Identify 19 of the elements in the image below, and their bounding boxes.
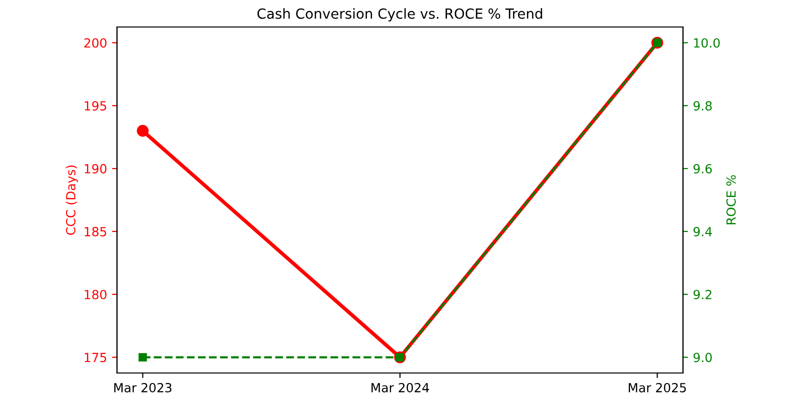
y-tick-label: 180	[84, 290, 106, 300]
y2-tick-label: 9.2	[694, 290, 712, 300]
y2-tick-label: 9.8	[694, 101, 712, 111]
y2-tick-label: 9.6	[694, 164, 712, 174]
y-tick-label: 185	[84, 226, 106, 236]
x-tick-label: Mar 2024	[372, 382, 429, 392]
y-tick-label: 190	[84, 164, 106, 174]
y-tick-label: 195	[84, 101, 106, 111]
y-axis-title: CCC (Days)	[66, 166, 78, 235]
x-tick-label: Mar 2023	[114, 382, 172, 392]
chart-title: Cash Conversion Cycle vs. ROCE % Trend	[257, 8, 542, 22]
x-tick-label: Mar 2025	[628, 382, 686, 392]
y2-axis-title: ROCE %	[726, 175, 736, 224]
y2-tick-label: 10.0	[694, 38, 720, 48]
y-tick-label: 175	[84, 352, 106, 362]
y2-tick-label: 9.4	[694, 226, 712, 236]
y2-tick-label: 9.0	[694, 352, 712, 362]
point	[136, 124, 149, 137]
y-tick-label: 200	[84, 38, 106, 48]
